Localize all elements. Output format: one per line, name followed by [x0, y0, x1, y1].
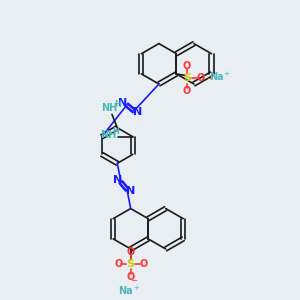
Text: O: O: [114, 260, 122, 269]
Text: −: −: [130, 276, 137, 285]
Text: O: O: [183, 86, 191, 96]
Text: +: +: [223, 71, 229, 77]
Text: Na: Na: [208, 72, 223, 82]
Text: Na: Na: [118, 286, 133, 296]
Text: −: −: [206, 74, 213, 83]
Text: N: N: [126, 186, 136, 196]
Text: +: +: [133, 285, 139, 291]
Text: NH: NH: [100, 130, 116, 140]
Text: O: O: [127, 247, 135, 257]
Text: O: O: [197, 74, 205, 83]
Text: O: O: [183, 61, 191, 71]
Text: O: O: [127, 272, 135, 282]
Text: N: N: [118, 98, 127, 108]
Text: N: N: [133, 107, 142, 117]
Text: N: N: [112, 175, 122, 185]
Text: H: H: [112, 127, 119, 136]
Text: H: H: [114, 100, 121, 109]
Text: NH: NH: [101, 103, 117, 113]
Text: O: O: [139, 260, 147, 269]
Text: S: S: [183, 74, 191, 83]
Text: S: S: [127, 260, 135, 269]
